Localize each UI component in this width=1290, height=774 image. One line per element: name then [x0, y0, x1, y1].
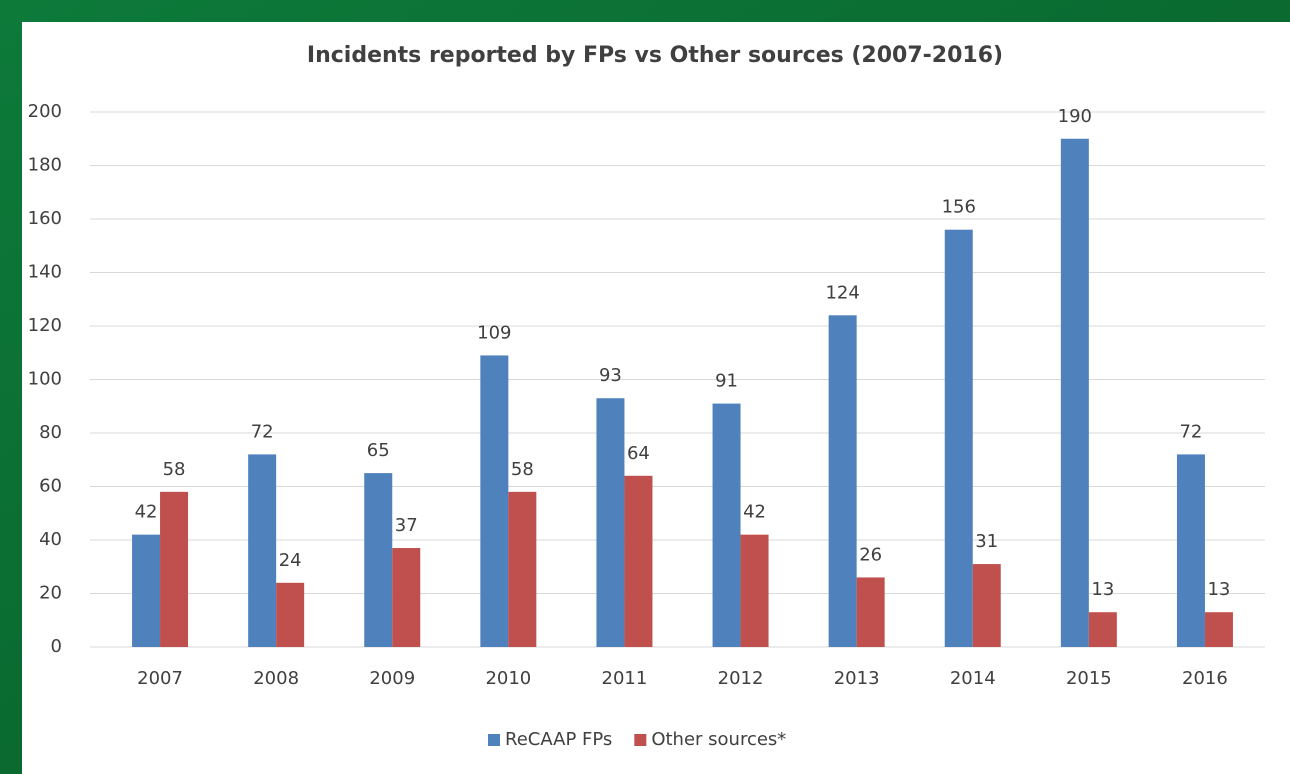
bar — [160, 491, 189, 647]
chart-title: Incidents reported by FPs vs Other sourc… — [307, 43, 1003, 68]
data-label: 91 — [715, 371, 738, 392]
bar — [1060, 138, 1089, 647]
data-label: 64 — [627, 443, 650, 464]
data-label: 190 — [1058, 106, 1092, 127]
data-label: 124 — [825, 282, 859, 303]
bar — [480, 355, 509, 647]
y-tick-label: 0 — [51, 636, 62, 657]
x-tick-label: 2008 — [253, 668, 299, 689]
x-tick-label: 2015 — [1066, 668, 1112, 689]
data-label: 93 — [599, 365, 622, 386]
x-tick-label: 2013 — [834, 668, 880, 689]
y-tick-label: 200 — [28, 101, 62, 122]
y-tick-label: 20 — [39, 583, 62, 604]
bar — [392, 548, 421, 647]
y-tick-label: 140 — [28, 262, 62, 283]
bar — [972, 564, 1001, 647]
data-label: 42 — [135, 502, 158, 523]
chart-panel — [22, 22, 1290, 774]
bar — [508, 491, 537, 647]
y-tick-label: 40 — [39, 529, 62, 550]
x-tick-label: 2011 — [602, 668, 648, 689]
legend-label: ReCAAP FPs — [505, 729, 612, 750]
data-label: 156 — [942, 197, 976, 218]
y-tick-label: 60 — [39, 476, 62, 497]
data-label: 65 — [367, 440, 390, 461]
data-label: 42 — [743, 502, 766, 523]
bar — [364, 473, 393, 647]
bar — [856, 577, 885, 647]
x-tick-label: 2014 — [950, 668, 996, 689]
x-tick-label: 2016 — [1182, 668, 1228, 689]
legend-swatch — [634, 734, 647, 746]
x-tick-label: 2009 — [369, 668, 415, 689]
data-label: 24 — [279, 550, 302, 571]
legend-label: Other sources* — [651, 729, 786, 750]
data-label: 109 — [477, 322, 511, 343]
data-label: 58 — [511, 459, 534, 480]
bar — [828, 315, 857, 647]
data-label: 58 — [163, 459, 186, 480]
bar — [712, 403, 741, 647]
bar — [624, 475, 653, 647]
y-tick-label: 100 — [28, 369, 62, 390]
y-tick-label: 180 — [28, 155, 62, 176]
bar — [596, 398, 625, 647]
x-tick-label: 2012 — [718, 668, 764, 689]
bar — [1088, 612, 1117, 647]
bar — [944, 229, 973, 647]
x-tick-label: 2010 — [485, 668, 531, 689]
y-tick-label: 80 — [39, 422, 62, 443]
bar — [740, 534, 769, 647]
data-label: 31 — [975, 531, 998, 552]
legend-swatch — [488, 734, 500, 746]
x-tick-label: 2007 — [137, 668, 183, 689]
data-label: 13 — [1207, 579, 1230, 600]
data-label: 37 — [395, 515, 418, 536]
data-label: 26 — [859, 544, 882, 565]
data-label: 72 — [251, 421, 274, 442]
bar — [132, 534, 161, 647]
y-tick-label: 160 — [28, 208, 62, 229]
bar — [276, 582, 305, 647]
data-label: 13 — [1091, 579, 1114, 600]
bar — [1204, 612, 1233, 647]
bar — [1176, 454, 1205, 647]
bar — [248, 454, 277, 647]
y-tick-label: 120 — [28, 315, 62, 336]
data-label: 72 — [1179, 421, 1202, 442]
